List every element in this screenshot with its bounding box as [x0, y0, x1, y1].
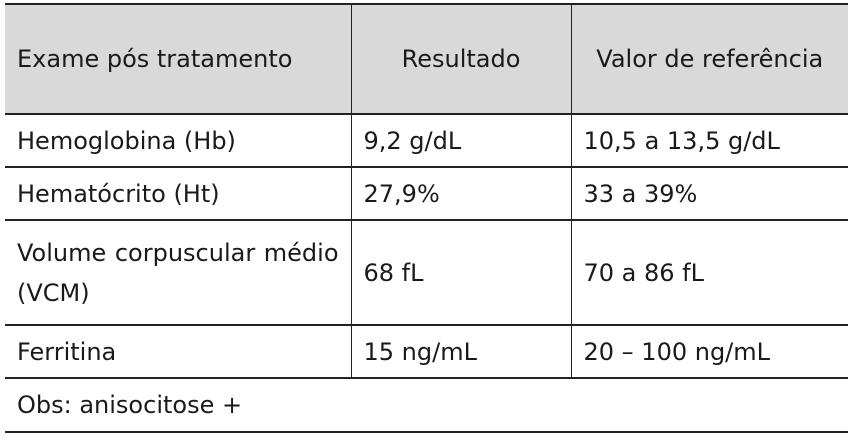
row: Ferritina 15 ng/mL 20 – 100 ng/mL: [5, 324, 848, 379]
cell: 70 a 86 fL: [570, 219, 848, 326]
cell: Hemoglobina (Hb): [5, 113, 351, 168]
results-table: Exame pós tratamento Resultado Valor de …: [5, 3, 848, 433]
cell: 68 fL: [350, 219, 571, 326]
cell: 33 a 39%: [570, 166, 848, 221]
header-cell: Resultado: [350, 3, 571, 115]
header-cell: Valor de referência: [570, 3, 848, 115]
row: Hemoglobina (Hb) 9,2 g/dL 10,5 a 13,5 g/…: [5, 113, 848, 168]
table-header: Exame pós tratamento Resultado Valor de …: [5, 3, 848, 115]
note: Obs: anisocitose +: [5, 377, 848, 433]
cell: 10,5 a 13,5 g/dL: [570, 113, 848, 168]
cell: 9,2 g/dL: [350, 113, 571, 168]
cell: Volume corpuscular médio (VCM): [5, 219, 351, 326]
cell: 20 – 100 ng/mL: [570, 324, 848, 379]
header-row: Exame pós tratamento Resultado Valor de …: [5, 3, 848, 115]
row: Hematócrito (Ht) 27,9% 33 a 39%: [5, 166, 848, 221]
cell: 27,9%: [350, 166, 571, 221]
cell: Hematócrito (Ht): [5, 166, 351, 221]
note-row: Obs: anisocitose +: [5, 377, 848, 433]
row: Volume corpuscular médio (VCM) 68 fL 70 …: [5, 219, 848, 326]
cell: Ferritina: [5, 324, 351, 379]
table-body: Hemoglobina (Hb) 9,2 g/dL 10,5 a 13,5 g/…: [5, 113, 848, 433]
header-cell: Exame pós tratamento: [5, 3, 351, 115]
cell: 15 ng/mL: [350, 324, 571, 379]
